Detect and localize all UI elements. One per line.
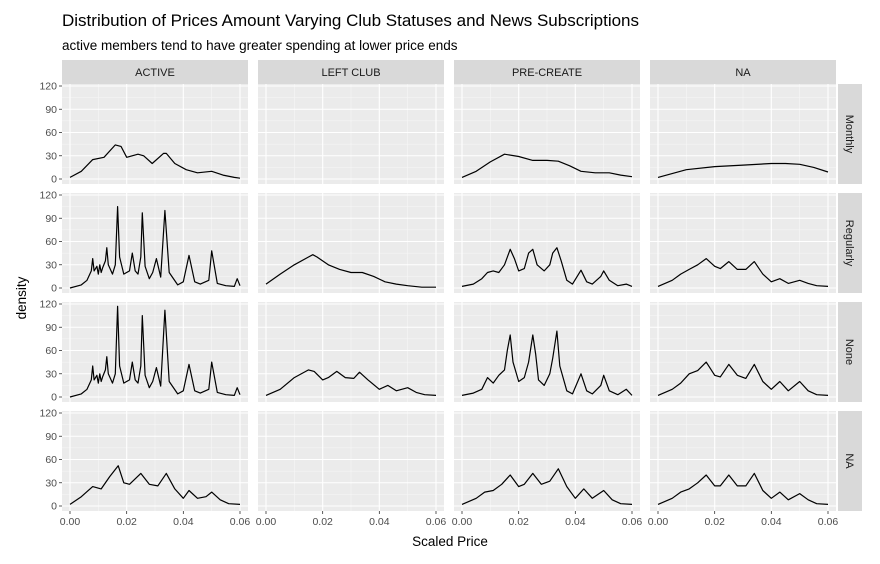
- x-tick-label: 0.06: [818, 516, 839, 528]
- strip-row-regularly: [838, 193, 862, 293]
- strip-active: [62, 60, 248, 84]
- panel-monthly-active: [62, 84, 248, 184]
- panel-na-na: [650, 411, 836, 511]
- y-tick-label: 120: [39, 408, 57, 420]
- strip-row-label-monthly: Monthly: [843, 115, 855, 154]
- x-tick-label: 0.04: [761, 516, 782, 528]
- y-tick-label: 30: [45, 150, 57, 162]
- strip-row-label-none: None: [843, 339, 855, 365]
- panel-regularly-active: [62, 193, 248, 293]
- density-line-na-pre-create: [461, 468, 633, 505]
- panel-regularly-left-club: [258, 193, 444, 293]
- density-line-na-na: [657, 472, 829, 505]
- x-tick-label: 0.02: [116, 516, 137, 528]
- y-tick-label: 0: [51, 501, 57, 513]
- panel-monthly-pre-create: [454, 84, 640, 184]
- strip-row-label-regularly: Regularly: [843, 220, 855, 267]
- density-line-monthly-active: [69, 144, 241, 179]
- density-line-none-pre-create: [461, 330, 633, 396]
- panel-monthly-left-club: [258, 84, 444, 184]
- strip-row-label-na: NA: [843, 453, 855, 469]
- x-tick-label: 0.02: [704, 516, 725, 528]
- x-tick-label: 0.06: [622, 516, 643, 528]
- density-line-na-active: [69, 465, 241, 505]
- strip-label-na: NA: [735, 67, 751, 79]
- strip-na: [650, 60, 836, 84]
- x-tick-label: 0.00: [452, 516, 473, 528]
- density-line-none-active: [69, 305, 241, 398]
- y-tick-label: 60: [45, 236, 57, 248]
- y-tick-label: 60: [45, 345, 57, 357]
- x-tick-label: 0.02: [508, 516, 529, 528]
- panel-na-left-club: [258, 411, 444, 511]
- chart-subtitle: active members tend to have greater spen…: [62, 38, 458, 53]
- density-line-regularly-pre-create: [461, 247, 633, 287]
- y-tick-label: 0: [51, 392, 57, 404]
- density-line-regularly-active: [69, 206, 241, 289]
- chart-title: Distribution of Prices Amount Varying Cl…: [62, 11, 639, 30]
- strip-label-active: ACTIVE: [135, 67, 175, 79]
- x-axis-title: Scaled Price: [412, 534, 488, 549]
- y-tick-label: 0: [51, 283, 57, 295]
- x-tick-label: 0.00: [60, 516, 81, 528]
- y-tick-label: 60: [45, 454, 57, 466]
- panel-none-pre-create: [454, 302, 640, 402]
- x-tick-label: 0.00: [648, 516, 669, 528]
- y-tick-label: 120: [39, 81, 57, 93]
- x-tick-label: 0.06: [230, 516, 251, 528]
- strip-label-left-club: LEFT CLUB: [321, 67, 380, 79]
- panel-regularly-na: [650, 193, 836, 293]
- strip-label-pre-create: PRE-CREATE: [512, 67, 582, 79]
- y-tick-label: 90: [45, 213, 57, 225]
- y-tick-label: 30: [45, 259, 57, 271]
- density-line-regularly-na: [657, 258, 829, 287]
- strip-row-na: [838, 411, 862, 511]
- y-tick-label: 90: [45, 322, 57, 334]
- y-tick-label: 120: [39, 190, 57, 202]
- y-tick-label: 90: [45, 104, 57, 116]
- density-line-none-na: [657, 361, 829, 396]
- strip-pre-create: [454, 60, 640, 84]
- panel-regularly-pre-create: [454, 193, 640, 293]
- x-tick-label: 0.06: [426, 516, 447, 528]
- density-line-monthly-na: [657, 162, 829, 178]
- y-tick-label: 0: [51, 174, 57, 186]
- y-tick-label: 120: [39, 299, 57, 311]
- y-tick-label: 30: [45, 368, 57, 380]
- strip-row-none: [838, 302, 862, 402]
- y-tick-label: 60: [45, 127, 57, 139]
- density-line-regularly-left-club: [265, 254, 436, 288]
- x-tick-label: 0.04: [173, 516, 194, 528]
- y-tick-label: 90: [45, 431, 57, 443]
- panel-none-left-club: [258, 302, 444, 402]
- panel-na-pre-create: [454, 411, 640, 511]
- panel-na-active: [62, 411, 248, 511]
- x-tick-label: 0.04: [369, 516, 390, 528]
- y-axis-title: density: [14, 276, 29, 319]
- facet-panels: ACTIVE LEFT CLUB PRE-CREATE NA Monthly Regula…: [39, 60, 862, 528]
- density-line-monthly-pre-create: [461, 153, 633, 178]
- x-tick-label: 0.04: [565, 516, 586, 528]
- density-line-none-left-club: [265, 369, 437, 396]
- x-tick-label: 0.02: [312, 516, 333, 528]
- panel-monthly-na: [650, 84, 836, 184]
- panel-none-na: [650, 302, 836, 402]
- strip-left-club: [258, 60, 444, 84]
- y-tick-label: 30: [45, 477, 57, 489]
- x-tick-label: 0.00: [256, 516, 277, 528]
- panel-none-active: [62, 302, 248, 402]
- strip-row-monthly: [838, 84, 862, 184]
